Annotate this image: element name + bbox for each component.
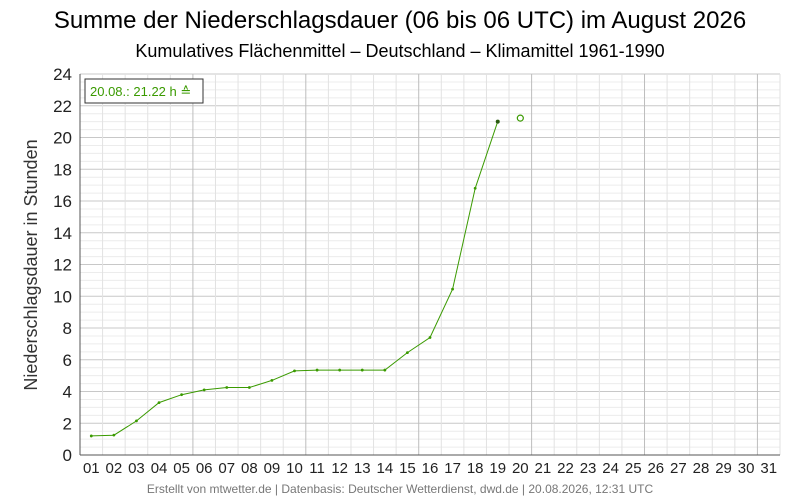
- x-tick-label: 30: [738, 460, 755, 477]
- x-tick-label: 11: [309, 460, 325, 477]
- x-tick-label: 16: [422, 460, 439, 477]
- legend-text: 20.08.: 21.22 h ≙: [90, 84, 191, 99]
- footer-credit: Erstellt von mtwetter.de | Datenbasis: D…: [147, 482, 654, 496]
- x-tick-label: 18: [467, 460, 484, 477]
- y-tick-label: 24: [53, 65, 72, 84]
- x-tick-label: 08: [241, 460, 258, 477]
- x-tick-label: 09: [264, 460, 281, 477]
- series-line: [91, 121, 499, 437]
- x-tick-label: 02: [106, 460, 123, 477]
- data-point: [473, 186, 477, 190]
- x-tick-label: 29: [715, 460, 732, 477]
- x-tick-label: 14: [376, 460, 393, 477]
- x-tick-label: 01: [83, 460, 100, 477]
- x-tick-label: 17: [444, 460, 461, 477]
- data-point: [338, 368, 342, 372]
- data-point: [315, 368, 319, 372]
- x-tick-label: 31: [760, 460, 777, 477]
- x-tick-label: 15: [399, 460, 416, 477]
- x-tick-label: 24: [602, 460, 619, 477]
- data-point: [406, 351, 409, 355]
- x-tick-label: 21: [535, 460, 552, 477]
- x-tick-label: 23: [580, 460, 597, 477]
- x-tick-label: 13: [354, 460, 371, 477]
- x-tick-label: 06: [196, 460, 213, 477]
- x-tick-labels: 01 02 03 04 05 06 07 08 09 10 11 12 13 14 15 16 17 18 19 20…: [83, 460, 777, 477]
- data-point: [202, 388, 206, 392]
- x-tick-label: 27: [670, 460, 687, 477]
- legend: 20.08.: 21.22 h ≙: [84, 78, 204, 104]
- x-tick-label: 12: [331, 460, 348, 477]
- axes: [79, 74, 780, 456]
- data-point: [225, 386, 229, 389]
- data-point: [428, 336, 432, 339]
- data-point: [293, 369, 296, 373]
- data-point: [247, 386, 251, 389]
- y-tick-label: 6: [63, 351, 72, 370]
- data-point: [383, 368, 387, 372]
- current-value-marker: [516, 114, 524, 122]
- data-point: [112, 433, 116, 437]
- y-axis-label: Niederschlagsdauer in Stunden: [21, 139, 41, 390]
- data-point: [157, 401, 161, 405]
- y-tick-label: 8: [63, 319, 72, 338]
- y-tick-label: 22: [53, 97, 72, 116]
- y-tick-label: 20: [53, 129, 72, 148]
- grid: [79, 73, 781, 456]
- y-tick-label: 16: [53, 192, 72, 211]
- x-tick-label: 03: [128, 460, 145, 477]
- y-tick-label: 4: [63, 383, 72, 402]
- series-group: [89, 114, 524, 438]
- x-tick-label: 04: [151, 460, 168, 477]
- data-point: [360, 368, 364, 372]
- y-tick-label: 0: [63, 446, 72, 465]
- data-point: [180, 393, 184, 397]
- x-tick-label: 10: [286, 460, 303, 477]
- chart-subtitle: Kumulatives Flächenmittel – Deutschland …: [135, 41, 664, 61]
- chart-title: Summe der Niederschlagsdauer (06 bis 06 …: [54, 7, 746, 34]
- x-tick-label: 20: [512, 460, 529, 477]
- y-tick-label: 14: [53, 224, 72, 243]
- data-point: [135, 419, 138, 423]
- x-tick-label: 22: [557, 460, 574, 477]
- y-tick-label: 2: [63, 414, 72, 433]
- data-point: [451, 287, 454, 291]
- x-tick-label: 07: [218, 460, 235, 477]
- data-point: [270, 378, 274, 382]
- x-tick-label: 25: [625, 460, 642, 477]
- y-tick-label: 12: [53, 256, 72, 275]
- x-tick-label: 05: [173, 460, 190, 477]
- x-tick-label: 19: [489, 460, 506, 477]
- legend-box: [84, 78, 204, 104]
- data-point: [89, 434, 93, 438]
- y-tick-label: 18: [53, 160, 72, 179]
- y-tick-label: 10: [53, 287, 72, 306]
- data-point: [495, 119, 500, 124]
- x-tick-label: 26: [647, 460, 664, 477]
- x-tick-label: 28: [693, 460, 710, 477]
